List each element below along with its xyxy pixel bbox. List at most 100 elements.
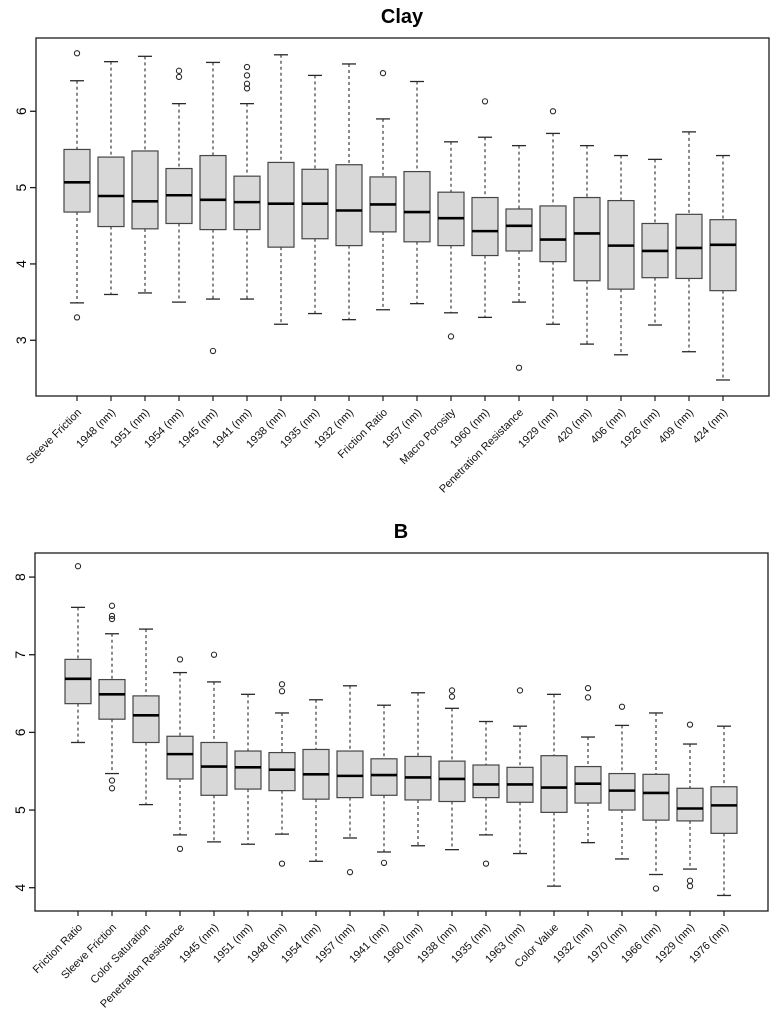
iqr-box: [540, 755, 568, 813]
boxplot-group: [403, 80, 431, 305]
boxplot-group: [131, 55, 159, 294]
outlier-point: [515, 364, 523, 371]
outlier-point: [686, 721, 694, 728]
outlier-point: [176, 656, 184, 663]
iqr-box: [505, 208, 533, 252]
outlier-point: [175, 73, 183, 81]
outlier-point: [346, 869, 354, 876]
iqr-box: [710, 786, 738, 834]
x-category-label: 409 (nm): [657, 407, 697, 447]
outlier-point: [380, 859, 388, 867]
boxplot-group: [540, 693, 568, 887]
outlier-point: [108, 785, 116, 792]
iqr-box: [97, 156, 125, 228]
boxplot-group: [98, 602, 126, 792]
iqr-box: [403, 170, 431, 243]
outlier-point: [73, 50, 81, 57]
iqr-box: [268, 751, 296, 792]
boxplot-group: [132, 628, 160, 806]
boxplot-group: [336, 685, 364, 876]
iqr-box: [471, 196, 499, 257]
outlier-point: [448, 693, 456, 700]
outlier-point: [278, 860, 286, 867]
iqr-box: [234, 750, 262, 790]
boxplot-group: [64, 563, 92, 744]
boxplot-group: [199, 61, 227, 355]
outlier-point: [108, 612, 116, 620]
iqr-box: [335, 164, 363, 247]
boxplot-group: [573, 144, 601, 345]
iqr-box: [642, 773, 670, 821]
boxplot-group: [437, 141, 465, 340]
outlier-point: [584, 694, 592, 701]
iqr-box: [472, 764, 500, 799]
boxplot-group: [709, 154, 737, 381]
y-tick-label: 5: [12, 806, 28, 814]
outlier-point: [210, 651, 218, 658]
x-category-label: Color Saturation: [88, 922, 153, 987]
plot-frame: [35, 37, 770, 397]
boxplot-group: [267, 54, 295, 325]
outlier-point: [108, 777, 116, 784]
boxplot-group: [438, 687, 466, 851]
clay-chart-title: Clay: [381, 6, 424, 28]
boxplot-group: [63, 50, 91, 321]
iqr-box: [64, 658, 92, 705]
boxplot-group: [641, 158, 669, 326]
iqr-box: [199, 154, 227, 231]
boxplot-group: [472, 720, 500, 867]
outlier-point: [278, 681, 286, 688]
boxplot-group: [642, 712, 670, 892]
outlier-point: [74, 563, 82, 570]
y-tick-label: 7: [12, 651, 28, 659]
boxplot-group: [166, 656, 194, 853]
boxplot-group: [200, 651, 228, 843]
boxplot-group: [165, 67, 193, 303]
iqr-box: [131, 150, 159, 230]
boxplot-group: [234, 693, 262, 845]
outlier-point: [584, 684, 592, 692]
boxplot-group: [505, 144, 533, 371]
iqr-box: [573, 196, 601, 282]
x-category-label: Sleeve Friction: [24, 407, 84, 467]
y-tick-label: 4: [12, 884, 28, 892]
boxplot-group: [97, 61, 125, 296]
outlier-point: [481, 98, 489, 105]
outlier-point: [108, 602, 116, 609]
boxplot-group: [574, 684, 602, 844]
outlier-point: [482, 860, 490, 867]
boxplot-group: [676, 721, 704, 890]
outlier-point: [243, 80, 251, 87]
iqr-box: [438, 760, 466, 803]
boxplot-group: [471, 98, 499, 319]
boxplot-group: [675, 131, 703, 353]
iqr-box: [200, 741, 228, 796]
outlier-point: [652, 885, 660, 892]
iqr-box: [132, 695, 160, 744]
y-axis: 3 4 5 6: [13, 107, 36, 344]
y-tick-label: 6: [13, 107, 29, 115]
boxplot-group: [710, 725, 738, 897]
y-tick-label: 5: [13, 184, 29, 192]
iqr-box: [675, 213, 703, 280]
x-category-label: 420 (nm): [555, 407, 595, 447]
outlier-point: [175, 67, 183, 74]
outlier-point: [278, 688, 286, 695]
boxplot-group: [539, 108, 567, 325]
outlier-point: [379, 69, 387, 77]
iqr-box: [98, 678, 126, 720]
boxplot-group: [607, 154, 635, 356]
outlier-point: [686, 877, 694, 884]
boxplot-group: [506, 687, 534, 855]
y-tick-label: 6: [12, 728, 28, 736]
x-category-label: 424 (nm): [691, 407, 731, 447]
boxplot-group: [233, 63, 261, 300]
boxplot-group: [404, 692, 432, 847]
y-tick-label: 4: [13, 260, 29, 268]
boxplot-group: [370, 704, 398, 867]
